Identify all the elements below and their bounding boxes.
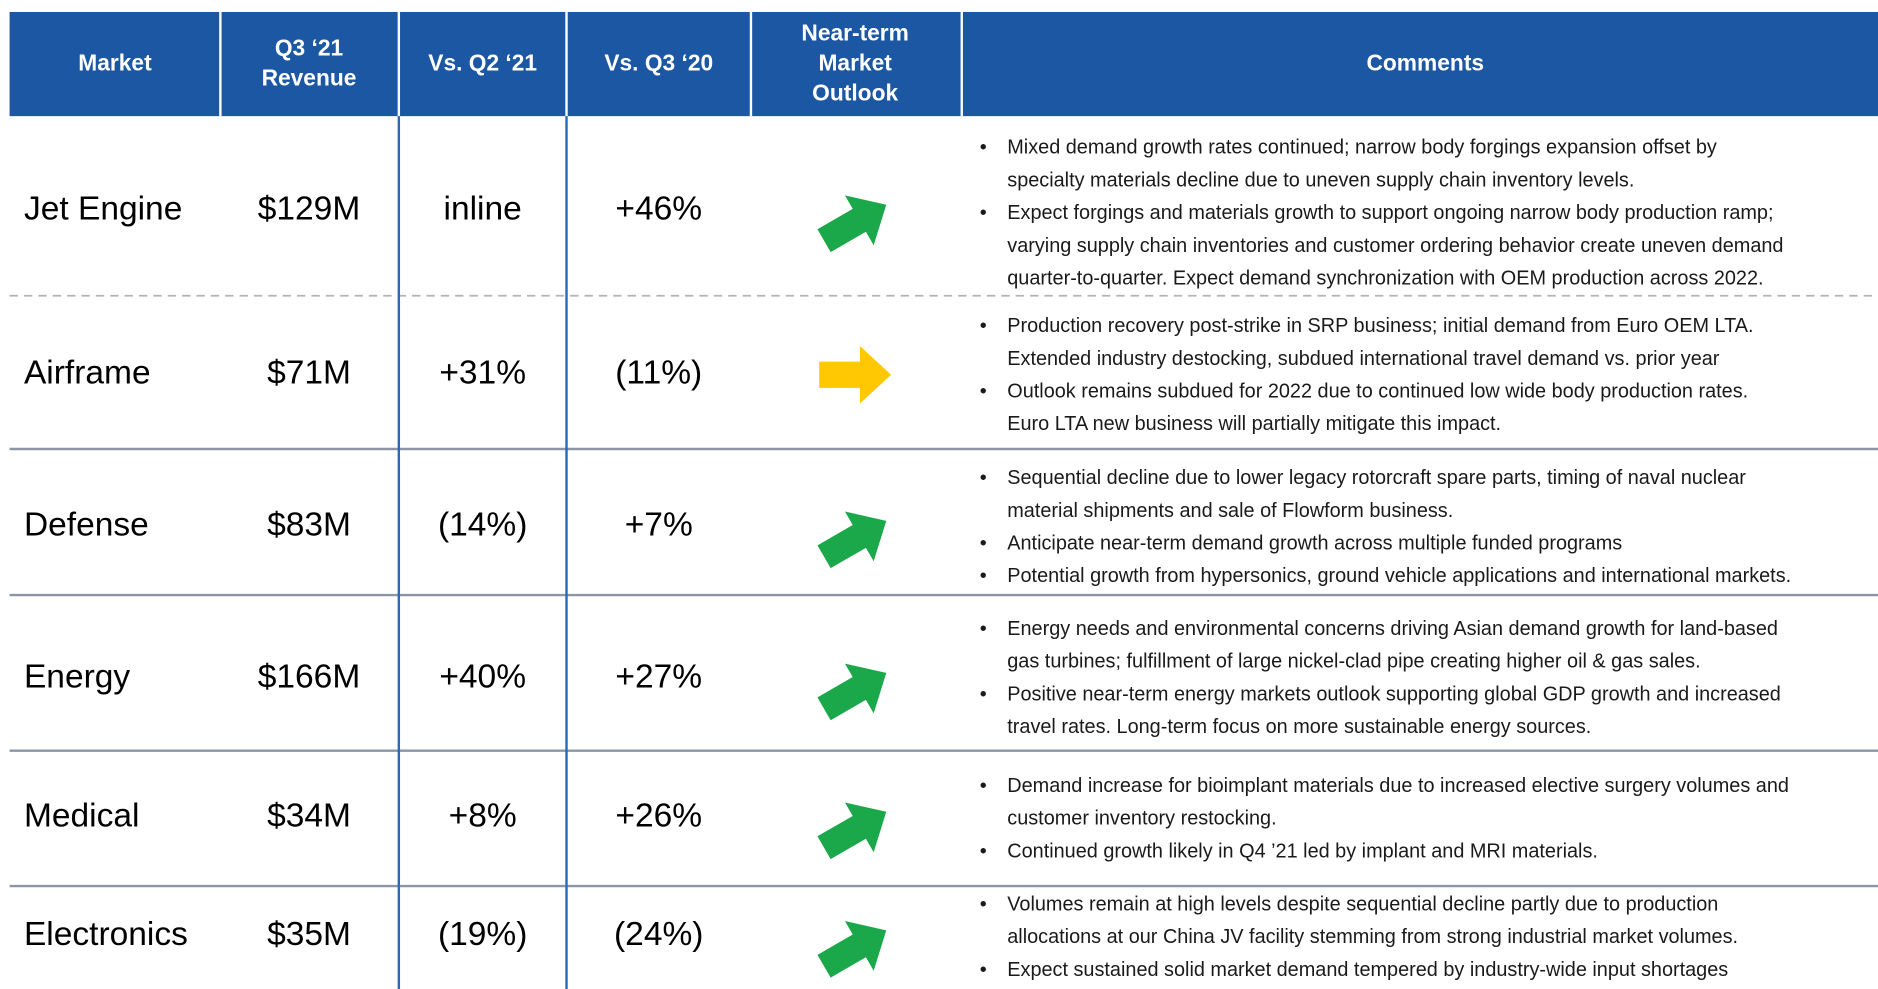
header-cell: Market [818, 50, 892, 76]
market: Medical [24, 798, 140, 835]
market: Jet Engine [24, 191, 182, 228]
vs-q3: +26% [615, 798, 702, 835]
comment-line: travel rates. Long-term focus on more su… [1007, 716, 1591, 738]
vs-q3: (11%) [615, 355, 702, 392]
outlook-arrow [817, 511, 887, 569]
bullet: • [980, 380, 987, 402]
header-cell: Vs. Q2 ‘21 [428, 50, 537, 76]
bullet: • [980, 315, 987, 337]
comment-line: customer inventory restocking. [1007, 808, 1276, 830]
revenue: $71M [267, 355, 351, 392]
comment-line: Production recovery post-strike in SRP b… [1007, 315, 1753, 337]
bullet: • [980, 137, 987, 159]
comment-line: Mixed demand growth rates continued; nar… [1007, 137, 1717, 159]
comment-line: material shipments and sale of Flowform … [1007, 500, 1453, 522]
market: Defense [24, 507, 149, 544]
vs-q3: +46% [615, 191, 702, 228]
outlook-arrow [817, 802, 887, 860]
comment-line: Energy needs and environmental concerns … [1007, 618, 1778, 640]
comment-line: Anticipate near-term demand growth acros… [1007, 533, 1622, 555]
bullet: • [980, 565, 987, 587]
vs-q2: (19%) [438, 916, 527, 953]
bullet: • [980, 840, 987, 862]
comment-line: Sequential decline due to lower legacy r… [1007, 467, 1746, 489]
header-cell: Vs. Q3 ‘20 [604, 50, 713, 76]
comment-line: gas turbines; fulfillment of large nicke… [1007, 651, 1700, 673]
comment-line: Demand increase for bioimplant materials… [1007, 775, 1789, 797]
header-cell: Near-term [801, 20, 909, 46]
comment-line: varying supply chain inventories and cus… [1007, 235, 1783, 257]
outlook-arrow [819, 346, 892, 404]
revenue: $83M [267, 507, 351, 544]
comment-line: Expect sustained solid market demand tem… [1007, 959, 1728, 981]
comment-line: Potential growth from hypersonics, groun… [1007, 565, 1791, 587]
header-cell: Market [78, 50, 152, 76]
outlook-arrow [817, 663, 887, 721]
comment-line: Euro LTA new business will partially mit… [1007, 413, 1501, 435]
vs-q3: +7% [625, 507, 693, 544]
comment-line: Extended industry destocking, subdued in… [1007, 348, 1720, 370]
vs-q2: +31% [439, 355, 526, 392]
header-cell: Q3 ‘21 [275, 35, 344, 61]
vs-q3: (24%) [614, 916, 703, 953]
outlook-arrow [817, 195, 887, 253]
vs-q2: (14%) [438, 507, 527, 544]
market: Airframe [24, 355, 151, 392]
market: Electronics [24, 916, 188, 953]
revenue: $166M [258, 659, 361, 696]
bullet: • [980, 533, 987, 555]
header-cell: Outlook [812, 80, 898, 106]
vs-q2: +40% [439, 659, 526, 696]
bullet: • [980, 618, 987, 640]
comment-line: Positive near-term energy markets outloo… [1007, 683, 1781, 705]
bullet: • [980, 893, 987, 915]
header-band [9, 11, 1878, 117]
comment-line: Expect forgings and materials growth to … [1007, 202, 1773, 224]
revenue: $35M [267, 916, 351, 953]
header-cell: Revenue [262, 65, 357, 91]
header-cell: Comments [1366, 50, 1484, 76]
bullet: • [980, 959, 987, 981]
comment-line: Outlook remains subdued for 2022 due to … [1007, 380, 1748, 402]
revenue: $129M [258, 191, 361, 228]
comment-line: specialty materials decline due to uneve… [1007, 169, 1634, 191]
bullet: • [980, 775, 987, 797]
comment-line: allocations at our China JV facility ste… [1007, 926, 1738, 948]
market: Energy [24, 659, 130, 696]
outlook-arrow [817, 921, 887, 978]
comment-line: Volumes remain at high levels despite se… [1007, 893, 1718, 915]
vs-q2: inline [444, 191, 522, 228]
comment-line: quarter-to-quarter. Expect demand synchr… [1007, 267, 1763, 289]
vs-q3: +27% [615, 659, 702, 696]
revenue: $34M [267, 798, 351, 835]
bullet: • [980, 683, 987, 705]
vs-q2: +8% [449, 798, 517, 835]
comment-line: Continued growth likely in Q4 ’21 led by… [1007, 840, 1598, 862]
bullet: • [980, 202, 987, 224]
bullet: • [980, 467, 987, 489]
